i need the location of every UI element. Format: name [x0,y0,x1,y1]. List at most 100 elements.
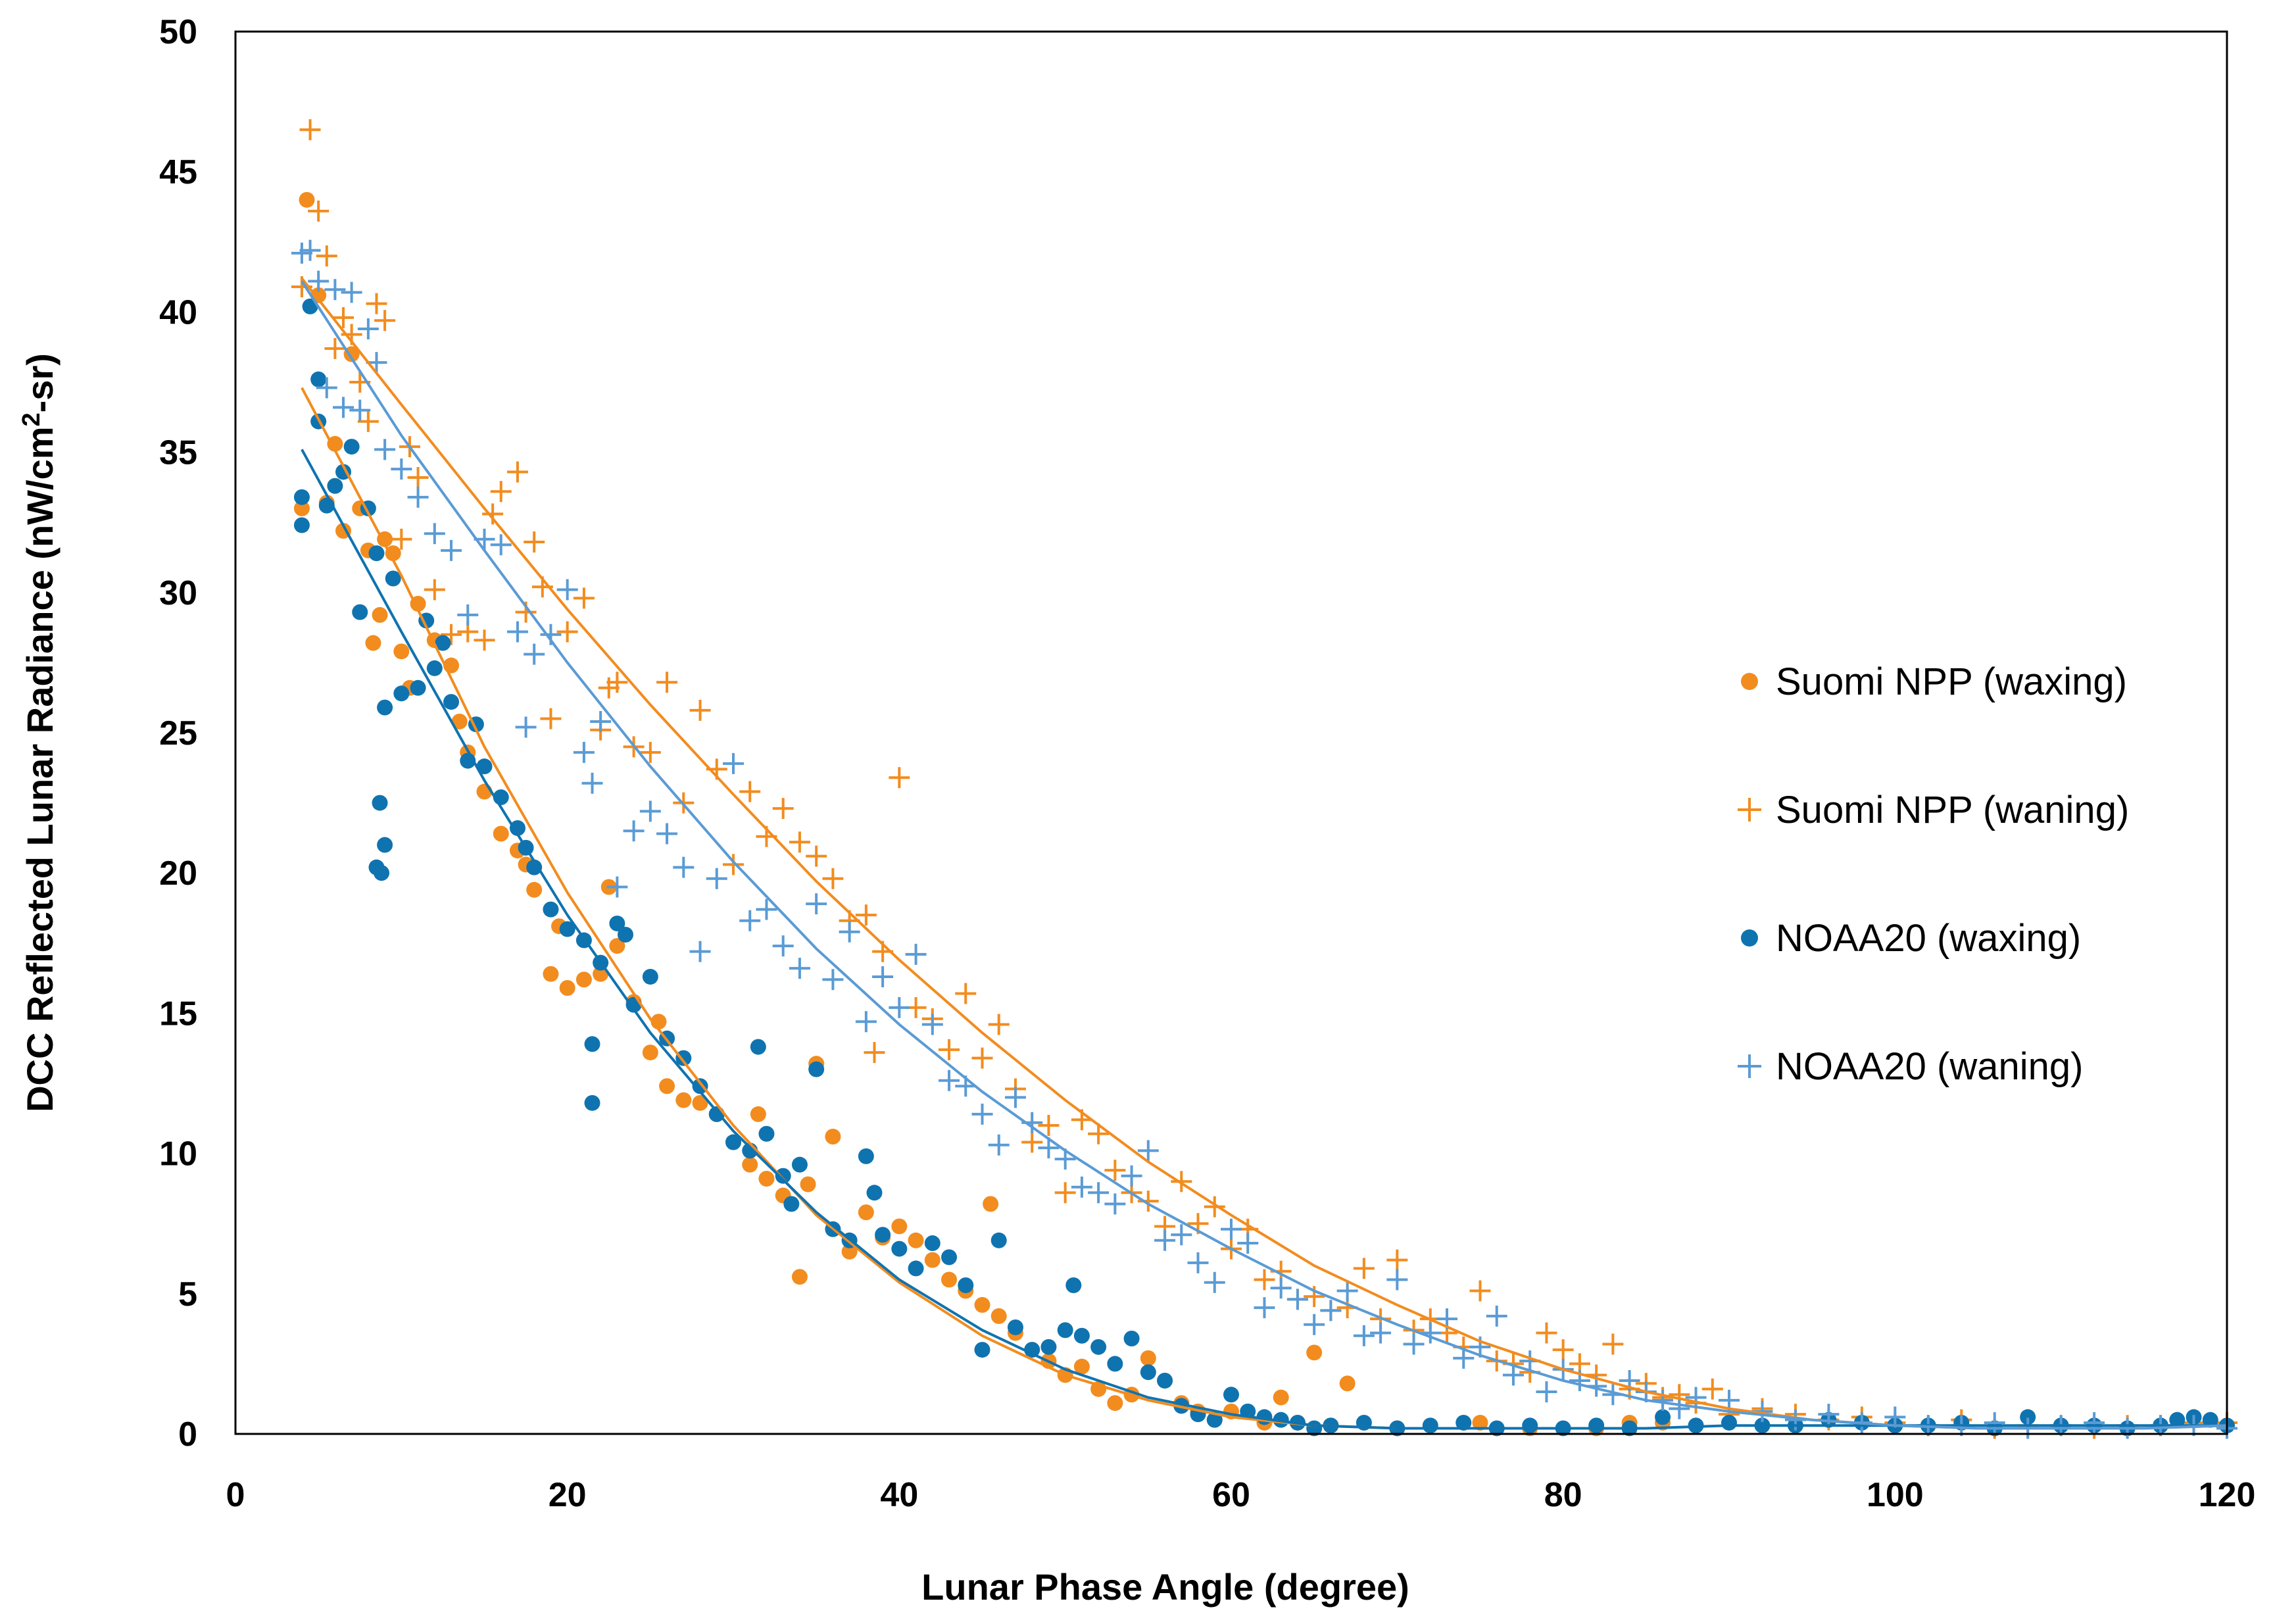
data-point [921,1014,943,1035]
data-point [1286,1289,1308,1310]
data-point [1655,1409,1671,1425]
data-point [426,660,443,676]
data-point [556,621,578,643]
data-point [1054,1182,1076,1204]
data-point [739,910,761,931]
data-point [974,1342,990,1358]
y-axis-ticks: 0 5 10 15 20 25 30 35 40 45 50 [159,13,197,1454]
data-point [1157,1372,1173,1389]
legend-label: Suomi NPP (waxing) [1776,660,2127,703]
data-point [524,531,545,553]
trend-line [301,280,2228,1430]
data-point [357,410,379,432]
data-point [581,772,603,794]
data-point [410,679,426,696]
data-point [789,958,810,979]
data-point [889,997,910,1018]
data-point [1007,1319,1023,1335]
legend-item: Suomi NPP (waning) [1738,789,2129,831]
data-point [1140,1350,1156,1366]
data-point [864,1042,885,1064]
data-point [407,466,429,488]
data-point [1088,1123,1110,1144]
data-point [372,795,388,811]
data-point [1038,1114,1060,1136]
data-point [623,820,645,842]
x-axis-ticks: 0 20 40 60 80 100 120 [226,1476,2256,1514]
x-tick-label: 0 [226,1476,245,1514]
data-point [872,966,894,987]
data-point [441,539,462,561]
data-point [1021,1131,1043,1153]
data-point [1353,1325,1375,1346]
data-point [349,399,371,421]
data-point [393,643,410,660]
data-point [756,898,777,920]
data-point [689,941,711,962]
data-point [675,1092,692,1108]
y-axis-title-suffix: -sr) [19,353,61,412]
y-tick-label: 20 [159,854,197,893]
data-point [1221,1218,1242,1240]
data-point [1107,1356,1123,1372]
y-axis-title-main: DCC Reflected Lunar Radiance (nW/cm [19,426,61,1112]
data-point [1088,1182,1110,1204]
data-point [858,1204,874,1221]
data-point [1171,1171,1192,1193]
legend-label: NOAA20 (waxing) [1776,917,2081,960]
x-tick-label: 60 [1212,1476,1250,1514]
x-tick-label: 20 [549,1476,587,1514]
data-point [1353,1258,1375,1279]
data-point [374,439,396,460]
data-point [2169,1412,2186,1428]
data-point [391,458,412,480]
data-point [1273,1389,1289,1406]
data-point [1336,1280,1358,1302]
data-point [891,1241,908,1257]
data-point [2020,1409,2036,1425]
data-point [357,318,379,339]
data-point [806,893,827,915]
data-point [855,904,877,926]
data-point [606,876,628,898]
data-point [543,966,559,982]
data-point [451,713,468,729]
data-point [1884,1406,1906,1428]
data-point [723,854,744,875]
data-point [905,943,927,965]
data-point [1602,1333,1624,1355]
data-point [639,741,661,763]
x-axis-title: Lunar Phase Angle (degree) [921,1566,1409,1608]
data-point [1472,1414,1488,1431]
data-point [839,921,860,943]
data-point [573,587,595,609]
data-point [955,983,977,1004]
data-point [385,545,401,562]
data-point [772,798,794,820]
data-point [941,1271,958,1288]
data-point [540,708,562,729]
legend-marker [1741,673,1758,690]
data-point [758,1125,775,1142]
data-point [639,800,661,822]
data-point [1536,1322,1557,1344]
data-point [493,825,509,842]
data-point [673,856,695,878]
legend-item: NOAA20 (waning) [1738,1045,2083,1088]
data-point [939,1039,960,1060]
data-point [1123,1331,1140,1347]
data-point [1024,1342,1040,1358]
data-point [1304,1314,1325,1335]
data-point [791,1269,808,1285]
data-point [675,1050,692,1066]
y-tick-label: 30 [159,574,197,612]
data-point [1453,1347,1475,1369]
data-point [609,938,625,954]
data-point [327,478,343,494]
data-point [1370,1322,1392,1344]
y-tick-label: 5 [178,1275,197,1314]
data-point [1071,1176,1092,1198]
data-point [1254,1269,1275,1291]
data-point [772,935,794,957]
